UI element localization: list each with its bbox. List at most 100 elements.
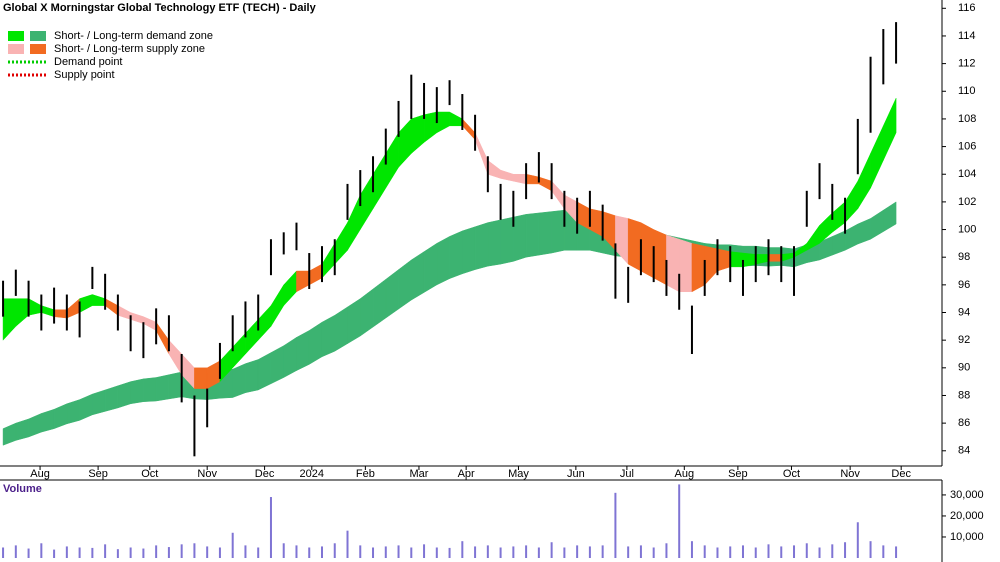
volume-bar xyxy=(423,544,426,558)
volume-bar xyxy=(40,543,43,558)
volume-bar xyxy=(652,547,655,558)
y-tick-label: 88 xyxy=(958,389,970,401)
volume-bar xyxy=(486,545,489,558)
y-tick-label: 30,000 xyxy=(950,489,984,501)
legend-swatch xyxy=(8,44,24,54)
volume-bar xyxy=(308,547,311,558)
volume-bar xyxy=(397,545,400,558)
volume-bar xyxy=(142,548,145,558)
volume-bar xyxy=(435,547,438,558)
volume-bar xyxy=(282,543,285,558)
volume-bar xyxy=(869,541,872,558)
x-tick-label: May xyxy=(508,468,529,480)
volume-bar xyxy=(53,549,56,558)
chart-title: Global X Morningstar Global Technology E… xyxy=(3,2,317,14)
volume-bar xyxy=(346,530,349,558)
long-term-zone xyxy=(232,363,246,398)
volume-bar xyxy=(665,543,668,558)
legend-swatch xyxy=(30,44,46,54)
volume-bar xyxy=(856,522,859,558)
volume-bar xyxy=(218,547,221,558)
short-term-zone xyxy=(194,367,208,389)
volume-bar xyxy=(333,543,336,558)
x-tick-label: Aug xyxy=(675,468,695,480)
x-tick-label: Nov xyxy=(197,468,217,480)
volume-bar xyxy=(206,546,209,558)
volume-bar xyxy=(193,543,196,558)
long-term-zone xyxy=(104,385,119,412)
y-tick-label: 104 xyxy=(958,168,976,180)
volume-bar xyxy=(410,547,413,558)
y-tick-label: 86 xyxy=(958,417,970,429)
volume-bar xyxy=(690,541,693,558)
x-tick-label: Feb xyxy=(356,468,375,480)
volume-bar xyxy=(639,545,642,558)
long-term-zone xyxy=(270,345,284,385)
volume-bar xyxy=(831,544,834,558)
volume-bar xyxy=(27,548,30,558)
long-term-zone xyxy=(296,330,310,371)
volume-bar xyxy=(844,542,847,558)
volume-bar xyxy=(448,547,451,558)
x-tick-label: Mar xyxy=(409,468,428,480)
y-tick-label: 102 xyxy=(958,196,976,208)
volume-bar xyxy=(741,545,744,558)
volume-bar xyxy=(384,546,387,558)
volume-bar xyxy=(474,546,477,558)
volume-bar xyxy=(793,545,796,558)
long-term-zone xyxy=(411,251,425,301)
volume-bar xyxy=(269,497,272,558)
long-term-zone xyxy=(500,216,514,265)
long-term-zone xyxy=(513,214,527,262)
volume-bar xyxy=(65,546,68,558)
long-term-zone xyxy=(168,371,182,400)
volume-bar xyxy=(180,544,183,558)
short-term-zone xyxy=(640,222,654,279)
y-tick-label: 112 xyxy=(958,58,976,70)
volume-bar xyxy=(882,545,885,558)
long-term-zone xyxy=(155,374,170,402)
volume-bar xyxy=(601,545,604,558)
long-term-zone xyxy=(474,222,489,270)
y-tick-label: 10,000 xyxy=(950,531,984,543)
volume-bar xyxy=(537,547,540,558)
legend-label: Short- / Long-term demand zone xyxy=(54,30,213,42)
legend-swatch xyxy=(30,31,46,41)
volume-bar xyxy=(359,545,362,558)
volume-bar xyxy=(805,543,808,558)
short-term-zone xyxy=(729,251,744,268)
x-tick-label: Apr xyxy=(458,468,475,480)
legend-swatch xyxy=(8,31,24,41)
volume-bar xyxy=(2,547,5,558)
volume-bar xyxy=(780,546,783,558)
volume-bar xyxy=(116,549,119,558)
volume-bar xyxy=(295,545,298,558)
legend-label: Short- / Long-term supply zone xyxy=(54,43,205,55)
volume-bar xyxy=(818,547,821,558)
long-term-zone xyxy=(245,359,259,394)
y-tick-label: 114 xyxy=(958,30,976,42)
long-term-zone xyxy=(538,211,552,256)
long-term-zone xyxy=(130,378,144,405)
y-tick-label: 94 xyxy=(958,306,970,318)
volume-bar xyxy=(167,547,170,558)
volume-bar xyxy=(320,546,323,558)
volume-bar xyxy=(614,492,617,558)
y-tick-label: 110 xyxy=(958,85,976,97)
volume-bar xyxy=(716,547,719,558)
volume-bar xyxy=(767,544,770,558)
volume-title: Volume xyxy=(3,483,42,495)
volume-bar xyxy=(155,545,158,558)
long-term-zone xyxy=(92,389,106,416)
volume-bar xyxy=(678,484,681,558)
volume-bar xyxy=(499,547,502,558)
volume-bar xyxy=(525,545,528,558)
y-tick-label: 100 xyxy=(958,223,976,235)
volume-bar xyxy=(14,545,17,558)
y-tick-label: 98 xyxy=(958,251,970,263)
volume-bar xyxy=(91,547,94,558)
volume-bar xyxy=(231,532,234,558)
long-term-zone xyxy=(462,226,476,275)
